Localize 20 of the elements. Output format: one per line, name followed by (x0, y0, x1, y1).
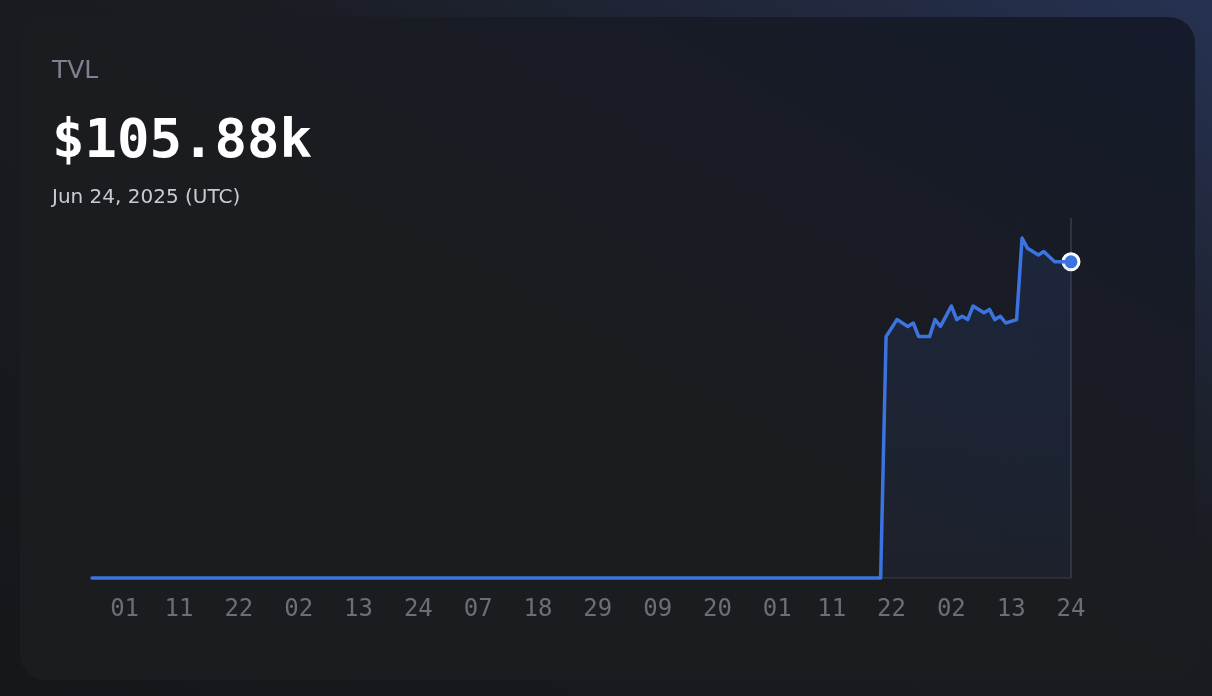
chart-title: TVL (51, 55, 99, 84)
x-tick-label: 01 (110, 594, 140, 622)
x-tick-label: 02 (936, 594, 966, 622)
x-tick-label: 13 (996, 594, 1026, 622)
x-tick-label: 09 (643, 594, 673, 622)
x-tick-label: 29 (583, 594, 613, 622)
x-tick-label: 22 (224, 594, 254, 622)
x-tick-label: 07 (463, 594, 493, 622)
x-tick-label: 24 (403, 594, 433, 622)
x-tick-label: 20 (703, 594, 732, 622)
x-tick-label: 13 (344, 594, 373, 622)
x-tick-label: 11 (817, 594, 847, 622)
x-tick-label: 24 (1056, 594, 1086, 622)
x-tick-label: 18 (523, 594, 553, 622)
x-tick-label: 02 (284, 594, 314, 622)
x-tick-label: 01 (762, 594, 792, 622)
x-tick-label: 22 (877, 594, 906, 622)
text: $105.88k (52, 107, 313, 170)
x-tick-label: 11 (164, 594, 194, 622)
text: Jun 24, 2025 (UTC) (50, 184, 241, 208)
